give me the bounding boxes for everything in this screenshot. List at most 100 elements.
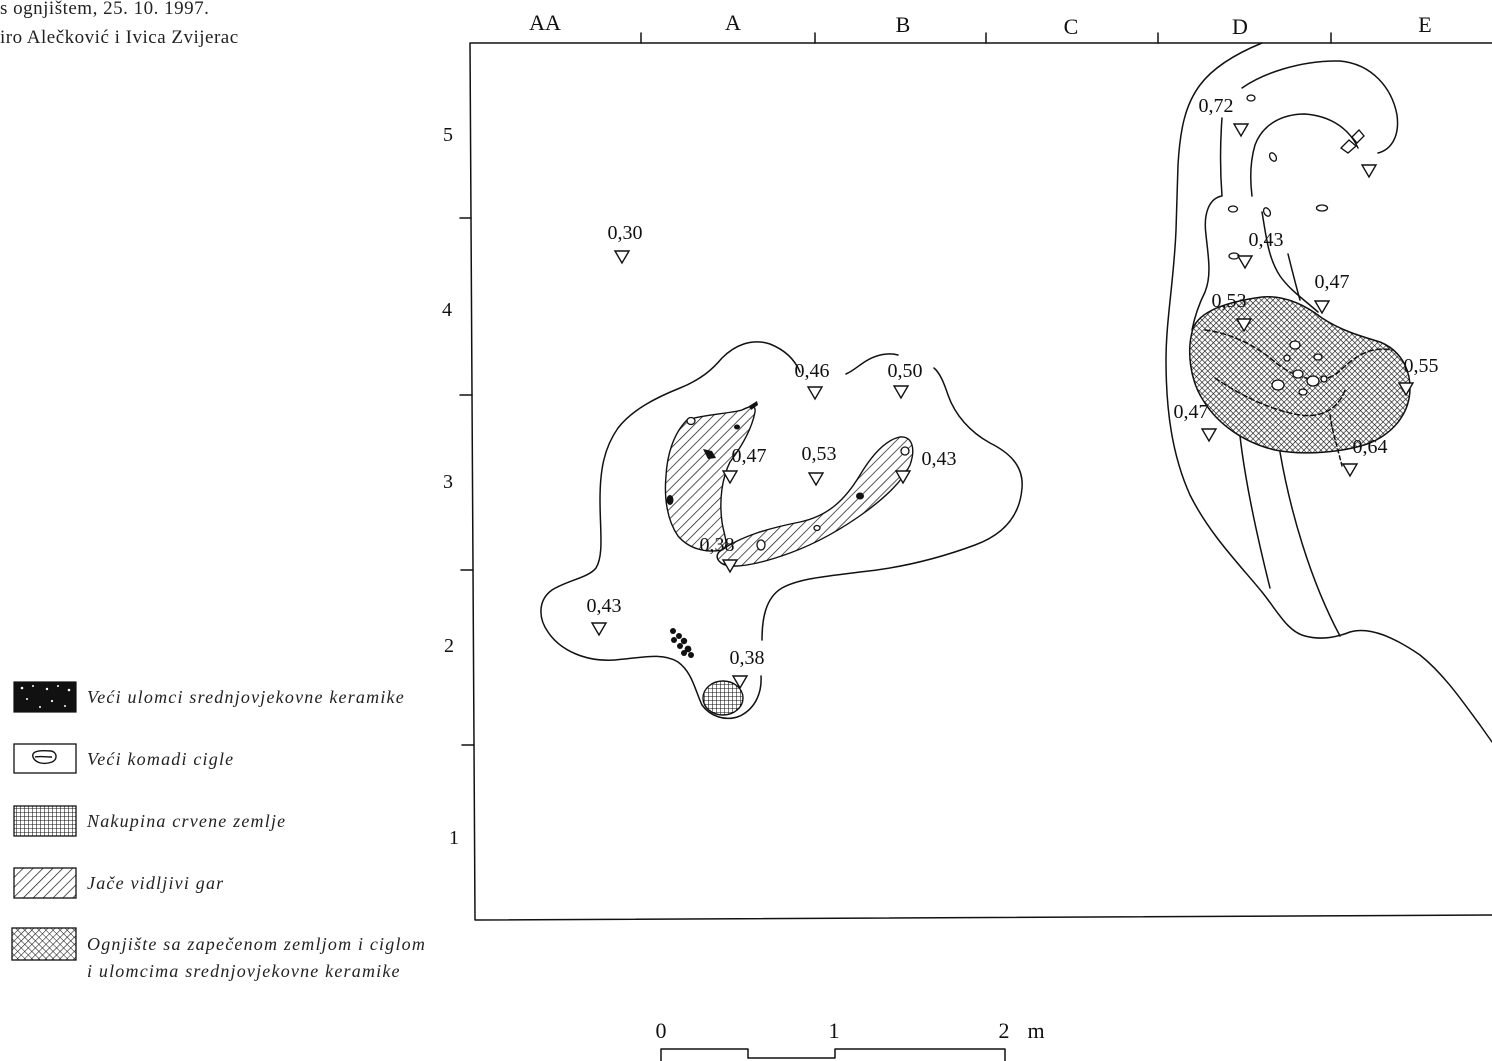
brick-piece	[900, 446, 910, 456]
red-earth-area	[702, 680, 744, 716]
legend-label: i ulomcima srednjovjekovne keramike	[87, 961, 401, 981]
pottery-fragment	[856, 492, 864, 500]
column-label-aa: AA	[529, 10, 561, 35]
elevation-marker	[721, 470, 739, 485]
elevation-marker	[1200, 428, 1218, 443]
charcoal-area	[664, 405, 756, 552]
elevation-marker	[1360, 164, 1378, 179]
legend-label: Veći komadi cigle	[87, 749, 234, 769]
legend-label: Jače vidljivi gar	[87, 873, 224, 893]
brick-outline-icon	[13, 743, 77, 774]
row-labels: 5 4 3 2 1	[442, 124, 459, 849]
column-labels: AA A B C D E	[529, 10, 1432, 39]
plan-frame	[469, 42, 1492, 921]
elevation-marker	[613, 250, 631, 265]
brick-piece	[1227, 205, 1239, 213]
elevation-marker	[731, 675, 749, 690]
scale-unit: m	[1027, 1018, 1044, 1043]
legend-item-charcoal: Jače vidljivi gar	[13, 867, 224, 899]
elevation-marker	[1236, 255, 1254, 270]
brick-piece	[1351, 129, 1365, 144]
legend-item-brick: Veći komadi cigle	[13, 743, 234, 774]
elevation-label: 0,53	[802, 443, 837, 465]
brick-piece	[1315, 204, 1329, 212]
elevation-marker	[807, 472, 825, 487]
elevation-marker	[1232, 123, 1250, 138]
grid-pattern-icon	[13, 805, 77, 837]
legend-item-red-earth: Nakupina crvene zemlje	[13, 805, 285, 837]
black-fragment-icon	[13, 681, 77, 713]
elevation-label: 0,30	[608, 222, 643, 244]
brick-piece	[1246, 94, 1256, 102]
elevation-markers	[590, 123, 1415, 690]
scale-tick-label: 1	[829, 1018, 840, 1043]
pottery-fragment	[703, 449, 716, 459]
contour-line	[1165, 42, 1492, 743]
elevation-label: 0,47	[1174, 401, 1209, 423]
scale-tick-label: 0	[656, 1018, 667, 1043]
brick-piece	[1298, 388, 1308, 396]
elevation-label: 0,46	[795, 360, 830, 382]
pottery-fragment	[688, 652, 694, 658]
brick-piece	[813, 524, 821, 532]
elevation-label: 0,72	[1199, 95, 1234, 117]
pottery-fragment	[681, 650, 687, 656]
elevation-label: 0,38	[700, 534, 735, 556]
column-ticks	[640, 32, 1332, 44]
column-label-c: C	[1064, 14, 1079, 39]
contour-line	[1261, 211, 1319, 313]
contour-line	[1241, 60, 1399, 154]
elevation-labels: 0,30 0,46 0,50 0,47 0,53 0,43 0,38 0,43 …	[587, 95, 1439, 669]
brick-piece	[1320, 375, 1328, 383]
hearth-brick-pieces	[1271, 340, 1328, 396]
pottery-fragment	[749, 401, 758, 410]
elevation-label: 0,53	[1212, 290, 1247, 312]
charcoal-area	[716, 436, 914, 567]
contour-line	[1250, 113, 1359, 197]
elevation-label: 0,43	[922, 448, 957, 470]
elevation-label: 0,38	[730, 647, 765, 669]
elevation-marker	[721, 559, 739, 574]
brick-pieces	[1227, 94, 1365, 260]
row-label-3: 3	[443, 471, 453, 493]
contour-line	[845, 353, 899, 375]
row-label-5: 5	[443, 124, 453, 146]
elevation-marker	[1397, 382, 1415, 397]
pottery-fragment	[671, 637, 677, 643]
legend-label: Ognjište sa zapečenom zemljom i ciglom	[87, 934, 426, 954]
elevation-label: 0,47	[732, 445, 767, 467]
caption-line-1: s ognjištem, 25. 10. 1997.	[0, 0, 209, 19]
brick-piece	[686, 416, 696, 426]
legend-item-pottery: Veći ulomci srednjovjekovne keramike	[13, 681, 405, 713]
elevation-marker	[1235, 318, 1253, 333]
pottery-fragment	[666, 495, 674, 505]
hearth-inner-contour	[1214, 377, 1346, 417]
elevation-marker	[1341, 463, 1359, 478]
caption: s ognjištem, 25. 10. 1997. iro Alečković…	[0, 0, 239, 48]
contour-line	[540, 341, 801, 720]
scale-bar-segments	[660, 1048, 1006, 1061]
contour-line	[1279, 451, 1341, 637]
elevation-marker	[806, 386, 824, 401]
brick-piece	[1292, 369, 1304, 379]
legend-label: Veći ulomci srednjovjekovne keramike	[87, 687, 405, 707]
elevation-label: 0,50	[888, 360, 923, 382]
pottery-fragments	[666, 401, 864, 658]
pottery-fragment	[676, 633, 682, 639]
pottery-fragment	[680, 637, 688, 645]
scale-bar: 0 1 2 m	[656, 1018, 1045, 1061]
brick-piece	[1289, 340, 1301, 350]
contour-line	[761, 367, 1023, 641]
column-label-a: A	[725, 10, 741, 35]
caption-line-2: iro Alečković i Ivica Zvijerac	[0, 27, 239, 48]
brick-piece	[756, 539, 766, 551]
column-label-d: D	[1232, 14, 1248, 39]
row-label-4: 4	[442, 299, 452, 321]
brick-piece	[1268, 152, 1278, 162]
pottery-fragment	[684, 645, 692, 653]
brick-piece	[1306, 375, 1320, 387]
row-ticks	[459, 217, 475, 746]
scale-tick-label: 2	[999, 1018, 1010, 1043]
brick-piece	[1313, 353, 1323, 361]
